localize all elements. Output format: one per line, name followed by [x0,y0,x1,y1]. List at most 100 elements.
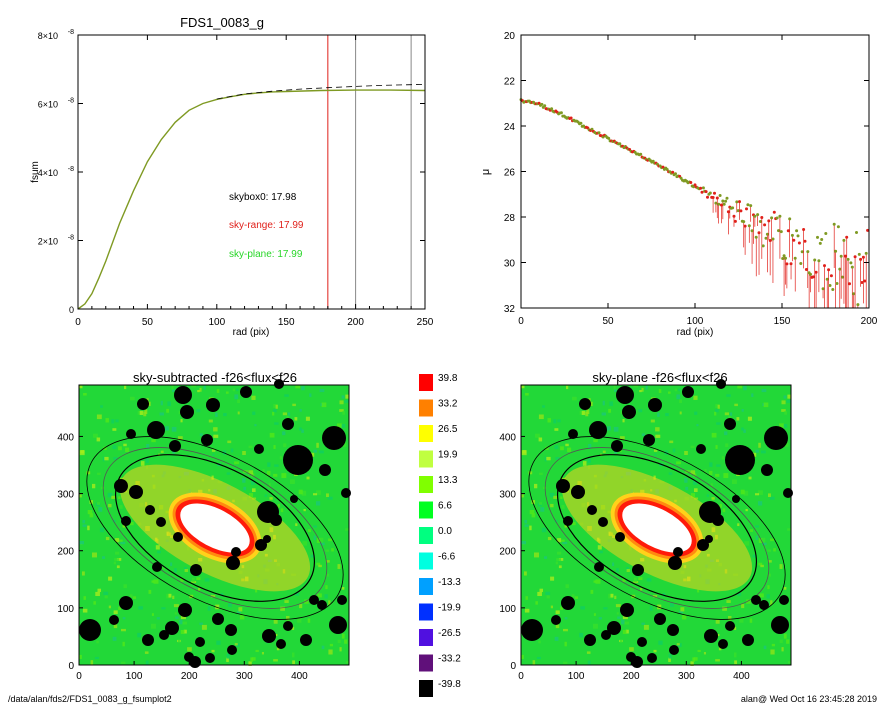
noise-pixel [549,492,555,498]
colorbar-swatch [419,425,433,442]
noise-pixel [646,578,652,582]
noise-pixel [196,409,201,413]
masked-source [764,426,788,450]
masked-source [561,596,575,610]
masked-source [227,645,237,655]
surface-brightness-xlabel: rad (pix) [677,327,714,338]
noise-pixel [292,660,296,665]
noise-pixel [681,614,687,620]
colorbar-label: -39.8 [438,679,461,690]
noise-pixel [582,461,587,466]
galaxy-saturated-core [180,503,250,553]
colorbar-swatch [419,476,433,493]
noise-pixel [650,419,655,423]
profile-point [778,214,782,218]
noise-pixel [679,399,682,404]
noise-pixel [626,569,630,572]
x-tick-label: 50 [142,317,154,328]
noise-pixel [125,447,130,453]
aperture-ellipse [102,447,328,609]
noise-pixel [325,549,329,552]
noise-pixel [160,450,164,454]
noise-pixel [542,486,547,489]
noise-pixel [743,386,747,391]
noise-pixel [737,385,743,389]
noise-pixel [197,390,200,393]
profile-point [693,183,697,187]
x-tick-label: 300 [678,671,695,682]
noise-pixel [537,591,542,597]
masked-source [290,495,298,503]
noise-pixel [292,652,295,658]
profile-point [733,219,737,223]
noise-pixel [762,542,767,546]
noise-pixel [535,601,538,605]
masked-source [732,495,740,503]
noise-pixel [531,500,535,504]
masked-source [283,621,293,631]
noise-pixel [593,613,596,616]
noise-pixel [770,600,773,606]
noise-pixel [744,541,750,546]
noise-pixel [337,639,341,644]
noise-pixel [779,564,783,569]
map-frame [78,384,350,666]
noise-pixel [554,636,559,641]
noise-pixel [160,567,166,570]
noise-pixel [588,398,591,403]
noise-pixel [768,560,772,563]
footer-filepath: /data/alan/fds2/FDS1_0083_g_fsumplot2 [8,694,172,704]
noise-pixel [111,419,115,424]
noise-pixel [770,538,774,542]
profile-point [699,186,703,190]
noise-pixel [676,461,681,465]
x-tick-label: 0 [518,671,524,682]
noise-pixel [122,617,126,620]
y-tick-label: 30 [504,259,516,270]
noise-pixel [284,394,289,397]
noise-pixel [697,589,700,593]
noise-pixel [602,400,605,406]
profile-point [796,234,800,238]
noise-pixel [151,439,156,443]
noise-pixel [118,446,122,451]
masked-source [751,595,761,605]
noise-pixel [622,630,627,634]
noise-pixel [571,522,576,526]
noise-pixel [82,608,88,613]
profile-point [834,249,838,253]
noise-pixel [345,528,349,531]
noise-pixel [784,411,787,415]
noise-pixel [191,385,197,388]
noise-pixel [783,395,787,399]
masked-source [337,595,347,605]
noise-pixel [151,613,154,616]
noise-pixel [581,410,586,415]
noise-pixel [302,541,308,546]
noise-pixel [301,429,304,433]
noise-pixel [558,558,564,561]
x-tick-label: 100 [568,671,585,682]
noise-pixel [655,427,660,432]
profile-point [820,238,824,241]
noise-pixel [123,584,127,589]
profile-point [855,231,858,234]
growth-curve-frame [77,34,426,310]
masked-source [274,379,284,389]
noise-pixel [339,400,344,405]
noise-pixel [579,632,584,638]
noise-pixel [758,490,763,495]
y-tick-exponent: -8 [68,166,74,173]
profile-point [711,196,715,199]
masked-source [668,556,682,570]
y-tick-label: 300 [57,490,74,501]
noise-pixel [770,649,775,655]
profile-point [806,250,810,254]
noise-pixel [337,423,342,428]
noise-pixel [272,411,275,416]
noise-pixel [572,396,577,401]
noise-pixel [783,587,787,590]
annotation-skybox0: skybox0: 17.98 [229,192,297,203]
y-tick-label: 300 [499,490,516,501]
colorbar-label: 26.5 [438,424,458,435]
